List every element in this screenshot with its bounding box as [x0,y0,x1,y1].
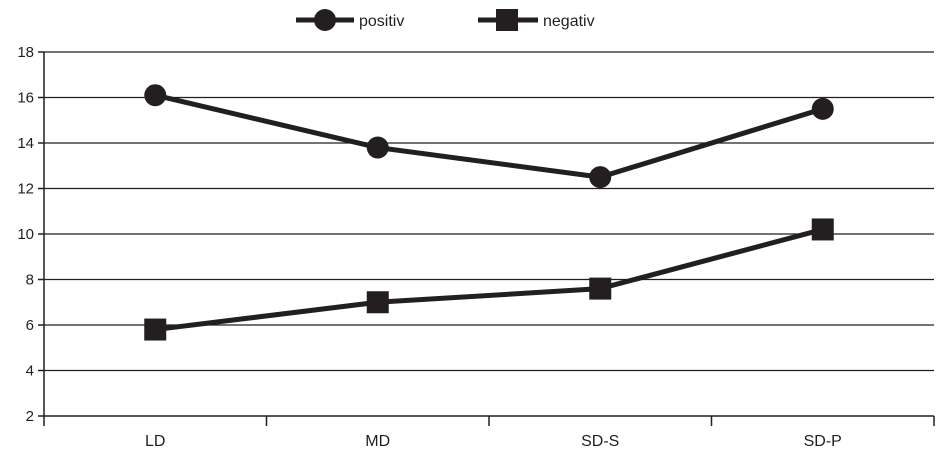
series-line-positiv [154,92,824,180]
series-group [144,84,834,341]
data-point-positiv [366,136,389,159]
data-point-negativ [811,218,834,241]
y-axis: 2 4 6 8 10 12 14 16 18 [17,44,45,425]
legend-negativ-marker [496,9,518,31]
y-tick-label: 6 [26,317,34,334]
y-tick-label: 8 [26,272,34,289]
y-tick-label: 4 [26,363,34,380]
data-point-positiv [589,166,612,189]
y-tick-label: 10 [17,226,34,243]
x-tick-label: LD [145,433,165,450]
x-tick-label: SD-P [804,433,842,450]
y-tick-label: 2 [26,408,34,425]
data-point-positiv [811,97,834,120]
legend-positiv-label: positiv [359,13,404,30]
series-line-negativ [154,227,824,333]
y-tick-label: 14 [17,135,34,152]
data-point-negativ [589,277,612,300]
x-tick-label: MD [365,433,390,450]
y-tick-label: 18 [17,44,34,61]
data-point-negativ [144,318,167,341]
x-tick-label: SD-S [581,433,619,450]
legend-positiv-marker [314,9,336,31]
y-tick-label: 12 [17,181,34,198]
data-point-positiv [144,84,167,107]
y-tick-label: 16 [17,90,34,107]
x-axis: LD MD SD-S SD-P [43,415,935,450]
legend: positiv negativ [296,9,595,31]
legend-negativ-label: negativ [543,13,595,30]
data-point-negativ [366,291,389,314]
